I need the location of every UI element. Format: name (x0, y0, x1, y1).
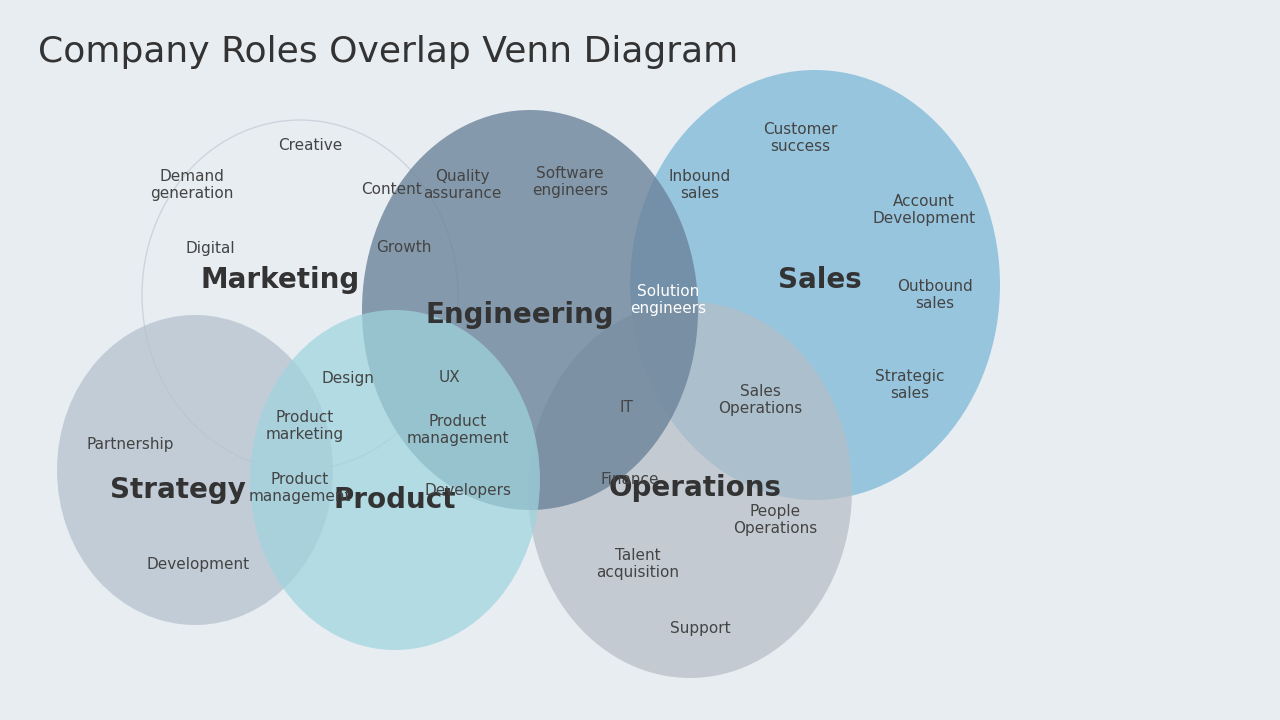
Ellipse shape (529, 302, 852, 678)
Text: Inbound
sales: Inbound sales (669, 168, 731, 201)
Text: Strategy: Strategy (110, 476, 246, 504)
Text: Digital: Digital (186, 240, 234, 256)
Text: Product
management: Product management (407, 414, 509, 446)
Text: Quality
assurance: Quality assurance (422, 168, 502, 201)
Text: Product: Product (334, 486, 456, 514)
Text: Solution
engineers: Solution engineers (630, 284, 707, 316)
Text: Sales: Sales (778, 266, 861, 294)
Text: Growth: Growth (376, 240, 431, 256)
Text: IT: IT (620, 400, 632, 415)
Text: Partnership: Partnership (86, 436, 174, 451)
Text: Creative: Creative (278, 138, 342, 153)
Text: Content: Content (362, 182, 422, 197)
Text: Company Roles Overlap Venn Diagram: Company Roles Overlap Venn Diagram (38, 35, 739, 69)
Text: People
Operations: People Operations (733, 504, 817, 536)
Text: UX: UX (439, 371, 461, 385)
Text: Software
engineers: Software engineers (532, 166, 608, 198)
Ellipse shape (630, 70, 1000, 500)
Text: Product
management: Product management (248, 472, 351, 504)
Text: Talent
acquisition: Talent acquisition (596, 548, 680, 580)
Text: Strategic
sales: Strategic sales (876, 369, 945, 401)
Text: Design: Design (321, 371, 375, 385)
Text: Product
marketing: Product marketing (266, 410, 344, 442)
Text: Support: Support (669, 621, 731, 636)
Text: Operations: Operations (608, 474, 782, 502)
Text: Demand
generation: Demand generation (150, 168, 234, 201)
Ellipse shape (142, 120, 458, 470)
Text: Development: Development (146, 557, 250, 572)
Text: Engineering: Engineering (426, 301, 614, 329)
Ellipse shape (250, 310, 540, 650)
Text: Marketing: Marketing (201, 266, 360, 294)
Text: Finance: Finance (600, 472, 659, 487)
Text: Account
Development: Account Development (873, 194, 975, 226)
Text: Sales
Operations: Sales Operations (718, 384, 803, 416)
Ellipse shape (362, 110, 698, 510)
Text: Customer
success: Customer success (763, 122, 837, 154)
Text: Developers: Developers (425, 482, 512, 498)
Ellipse shape (58, 315, 333, 625)
Text: Outbound
sales: Outbound sales (897, 279, 973, 311)
